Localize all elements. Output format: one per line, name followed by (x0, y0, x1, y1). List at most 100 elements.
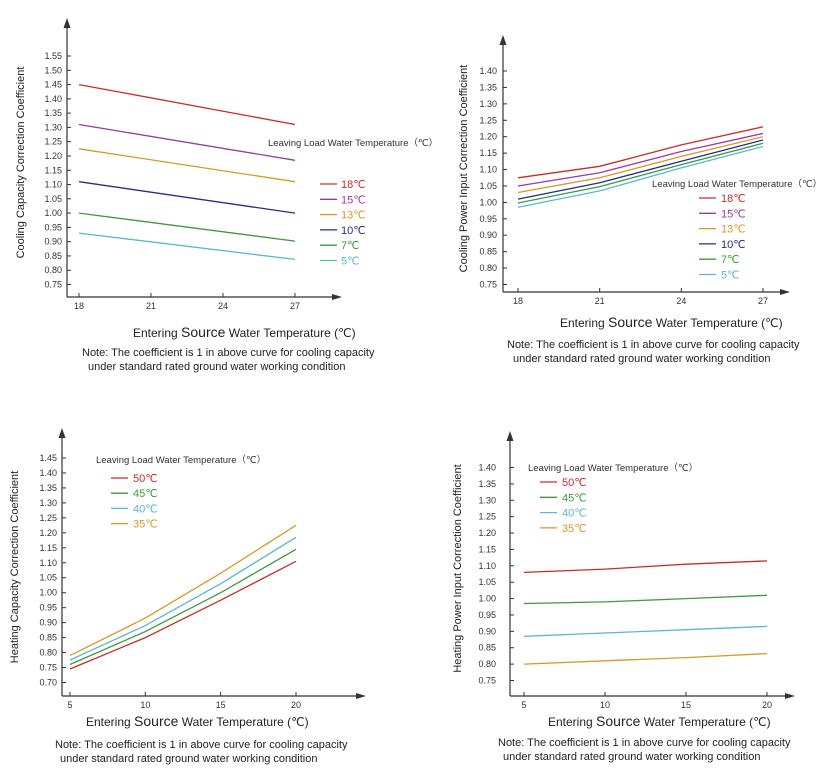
x-axis-title-part: Water Temperature (℃) (652, 316, 782, 330)
y-tick-label: 1.25 (39, 513, 57, 523)
x-tick-label: 24 (218, 301, 228, 311)
y-tick-label: 1.10 (44, 180, 62, 190)
x-axis-title-part: Source (608, 314, 653, 330)
y-tick-label: 1.20 (479, 132, 497, 142)
legend-label: 7℃ (341, 240, 359, 252)
y-tick-label: 0.95 (478, 610, 496, 620)
y-axis-title: Cooling Capacity Correction Coefficient (15, 67, 27, 259)
y-tick-label: 1.05 (479, 181, 497, 191)
series-line (69, 536, 297, 661)
x-axis-title-part: Source (134, 713, 179, 729)
y-tick-label: 0.80 (39, 648, 57, 658)
series-line (523, 652, 768, 665)
x-tick-label: 21 (146, 301, 156, 311)
chart-note: under standard rated ground water workin… (60, 753, 317, 765)
y-tick-label: 0.90 (44, 237, 62, 247)
x-axis-title-part: Source (596, 713, 641, 729)
y-tick-label: 1.20 (44, 151, 62, 161)
y-tick-label: 1.10 (479, 165, 497, 175)
legend-label: 40℃ (133, 503, 158, 515)
x-axis-arrow (785, 693, 795, 699)
y-tick-label: 1.05 (478, 577, 496, 587)
x-tick-label: 18 (513, 296, 523, 306)
x-axis-arrow (780, 289, 790, 295)
x-axis-arrow (356, 693, 366, 699)
x-tick-label: 20 (291, 700, 301, 710)
legend-label: 10℃ (341, 225, 366, 237)
x-tick-label: 27 (758, 296, 768, 306)
y-tick-label: 1.40 (479, 66, 497, 76)
legend-label: 40℃ (562, 508, 587, 520)
y-axis-arrow (63, 18, 71, 28)
x-tick-label: 24 (676, 296, 686, 306)
series-line (69, 560, 297, 670)
chart-1: 0.75 0.80 0.85 0.90 0.95 1.00 1.05 1.10 1.15 1.20… (15, 18, 438, 373)
y-tick-label: 1.40 (478, 463, 496, 473)
y-tick-label: 0.85 (479, 247, 497, 257)
y-tick-label: 1.00 (479, 197, 497, 207)
y-tick-label: 1.45 (44, 80, 62, 90)
chart-2: 0.75 0.80 0.85 0.90 0.95 1.00 1.05 1.10 1.15 1.20… (458, 35, 822, 365)
y-axis-title: Heating Power Input Correction Coefficie… (452, 464, 464, 672)
y-tick-label: 1.30 (478, 495, 496, 505)
series-line (69, 524, 297, 657)
y-tick-label: 0.75 (478, 676, 496, 686)
series-line (517, 132, 764, 187)
y-axis-arrow (506, 431, 514, 441)
y-tick-label: 0.90 (39, 618, 57, 628)
x-tick-label: 27 (290, 301, 300, 311)
legend-title: Leaving Load Water Temperature（℃） (528, 462, 698, 474)
series-line (78, 232, 296, 261)
x-axis-arrow (332, 294, 342, 300)
x-axis-title-part: Water Temperature (℃) (178, 715, 308, 729)
y-axis-arrow (58, 428, 66, 438)
y-tick-label: 0.95 (479, 214, 497, 224)
chart-note: Note: The coefficient is 1 in above curv… (82, 347, 375, 359)
chart-note: Note: The coefficient is 1 in above curv… (55, 739, 348, 751)
y-tick-label: 1.05 (39, 573, 57, 583)
y-tick-label: 1.25 (479, 115, 497, 125)
chart-note: Note: The coefficient is 1 in above curv… (507, 339, 800, 351)
y-tick-label: 0.90 (479, 230, 497, 240)
y-tick-label: 1.45 (39, 453, 57, 463)
y-tick-label: 0.75 (39, 663, 57, 673)
legend-title: Leaving Load Water Temperature（℃） (652, 178, 822, 190)
x-axis-title-part: Source (181, 324, 226, 340)
y-tick-label: 1.25 (478, 512, 496, 522)
y-tick-label: 1.30 (39, 498, 57, 508)
y-tick-label: 1.40 (44, 94, 62, 104)
y-tick-label: 1.00 (478, 594, 496, 604)
x-tick-label: 18 (74, 301, 84, 311)
y-tick-label: 1.25 (44, 137, 62, 147)
y-tick-label: 1.50 (44, 65, 62, 75)
x-tick-label: 5 (521, 700, 526, 710)
x-axis-title: Entering Source Water Temperature (℃) (133, 324, 356, 340)
series-line (517, 126, 764, 179)
chart-4: 0.75 0.80 0.85 0.90 0.95 1.00 1.05 1.10 1.15 1.20… (452, 431, 795, 763)
y-tick-label: 1.35 (39, 483, 57, 493)
chart-note: under standard rated ground water workin… (513, 353, 770, 365)
y-tick-label: 0.80 (478, 659, 496, 669)
series-line (523, 560, 768, 574)
legend-label: 18℃ (721, 193, 746, 205)
legend-title: Leaving Load Water Temperature（℃） (96, 454, 266, 466)
chart-note: under standard rated ground water workin… (88, 361, 345, 373)
y-axis-title: Heating Capacity Correction Coefficient (9, 471, 21, 663)
y-tick-label: 1.10 (39, 558, 57, 568)
y-tick-label: 1.35 (478, 479, 496, 489)
y-tick-label: 0.85 (478, 643, 496, 653)
y-tick-label: 1.00 (44, 208, 62, 218)
x-axis-title: Entering Source Water Temperature (℃) (560, 314, 783, 330)
series-line (78, 212, 296, 242)
series-line (78, 148, 296, 183)
legend-label: 45℃ (133, 488, 158, 500)
series-line (78, 83, 296, 126)
y-tick-label: 0.95 (39, 603, 57, 613)
series-line (517, 145, 764, 208)
x-axis-title-part: Water Temperature (℃) (640, 715, 770, 729)
series-line (517, 139, 764, 200)
y-tick-label: 0.90 (478, 626, 496, 636)
x-tick-label: 10 (140, 700, 150, 710)
legend-label: 35℃ (133, 519, 158, 531)
